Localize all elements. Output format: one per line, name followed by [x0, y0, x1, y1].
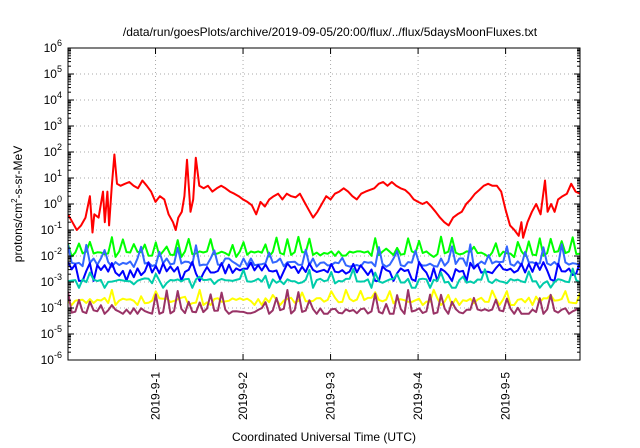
y-tick-exp: -1: [54, 220, 62, 230]
y-tick-label: 10-3: [41, 272, 62, 289]
y-tick-exp: 4: [57, 90, 62, 100]
y-tick-base: 10: [44, 145, 58, 159]
y-tick-base: 10: [41, 223, 55, 237]
y-tick-label: 103: [44, 116, 62, 133]
y-tick-label: 10-5: [41, 324, 62, 341]
y-tick-label: 10-1: [41, 220, 62, 237]
x-tick-label: 2019-9-3: [324, 372, 338, 420]
y-tick-base: 10: [44, 197, 58, 211]
x-tick-label: 2019-9-4: [411, 372, 425, 420]
y-tick-base: 10: [41, 249, 55, 263]
y-tick-exp: -2: [54, 246, 62, 256]
x-tick-label: 2019-9-1: [149, 372, 163, 420]
y-tick-exp: 0: [57, 194, 62, 204]
chart-title: /data/run/goesPlots/archive/2019-09-05/2…: [123, 25, 538, 39]
series-line-1: [68, 235, 580, 259]
y-tick-label: 104: [44, 90, 62, 107]
series-line-5: [68, 288, 580, 306]
y-tick-base: 10: [41, 327, 55, 341]
y-tick-exp: 1: [57, 168, 62, 178]
x-axis-label: Coordinated Universal Time (UTC): [232, 430, 416, 444]
y-tick-exp: 5: [57, 64, 62, 74]
y-tick-exp: -5: [54, 324, 62, 334]
series-line-2: [68, 243, 580, 268]
y-tick-label: 101: [44, 168, 62, 185]
series-line-6: [68, 289, 580, 315]
y-tick-exp: 6: [57, 38, 62, 48]
y-axis-label: protons/cm2-s-sr-MeV: [10, 146, 25, 262]
series-line-3: [68, 260, 580, 282]
series-group: [68, 153, 580, 315]
y-axis: 10-610-510-410-310-210-11001011021031041…: [41, 38, 580, 367]
y-tick-label: 10-6: [41, 350, 62, 367]
y-tick-label: 10-2: [41, 246, 62, 263]
y-tick-base: 10: [41, 301, 55, 315]
x-axis: 2019-9-1 2019-9-2 2019-9-3 2019-9-4 2019-9-5: [149, 48, 513, 420]
y-tick-base: 10: [44, 67, 58, 81]
y-label-base: protons/cm: [11, 203, 25, 262]
y-tick-label: 105: [44, 64, 62, 81]
y-tick-base: 10: [44, 119, 58, 133]
y-tick-label: 106: [44, 38, 62, 55]
y-tick-label: 100: [44, 194, 62, 211]
y-tick-label: 102: [44, 142, 62, 159]
y-label-sup: 2: [10, 198, 19, 203]
y-tick-base: 10: [44, 171, 58, 185]
x-tick-label: 2019-9-5: [499, 372, 513, 420]
y-tick-exp: -3: [54, 272, 62, 282]
y-tick-base: 10: [44, 41, 58, 55]
x-tick-label: 2019-9-2: [236, 372, 250, 420]
y-tick-exp: -6: [54, 350, 62, 360]
y-tick-base: 10: [41, 275, 55, 289]
y-tick-exp: 3: [57, 116, 62, 126]
y-tick-exp: 2: [57, 142, 62, 152]
y-tick-base: 10: [41, 353, 55, 367]
y-tick-base: 10: [44, 93, 58, 107]
y-label-tail: -s-sr-MeV: [11, 146, 25, 199]
y-tick-label: 10-4: [41, 298, 62, 315]
series-line-4: [68, 267, 580, 289]
y-tick-exp: -4: [54, 298, 62, 308]
series-line-7: [68, 153, 580, 239]
